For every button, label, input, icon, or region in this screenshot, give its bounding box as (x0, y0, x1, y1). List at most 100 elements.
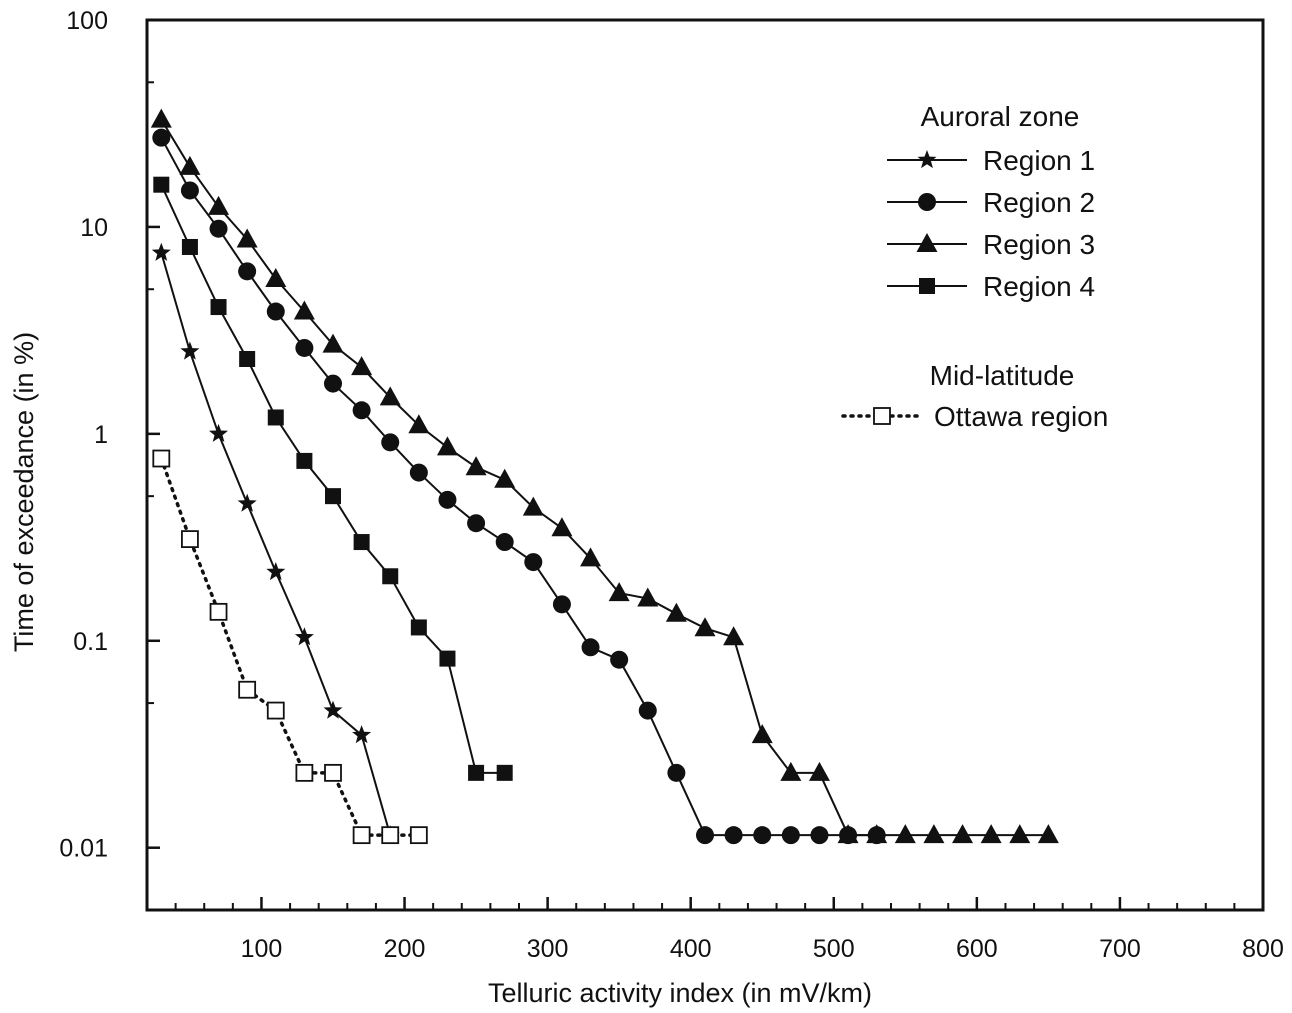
data-point-region-3 (494, 468, 516, 488)
y-tick-label: 0.01 (59, 835, 108, 863)
series-region-4 (153, 176, 513, 781)
series-region-3 (150, 108, 1059, 844)
data-point-region-1 (352, 725, 372, 744)
data-point-ottawa-region (238, 680, 257, 699)
data-point-region-2 (238, 262, 257, 281)
data-point-region-2 (381, 433, 400, 452)
data-point-region-3 (236, 228, 258, 248)
legend: Auroral zone Region 1 Region 2 Region 3 Regi… (841, 101, 1108, 432)
data-point-region-4 (353, 534, 370, 551)
series-region-1 (151, 242, 400, 844)
data-point-region-2 (180, 181, 199, 200)
x-tick-label: 100 (241, 935, 283, 963)
data-point-region-2 (467, 514, 486, 533)
x-tick-label: 500 (813, 935, 855, 963)
data-point-region-2 (524, 553, 543, 572)
series-layer (150, 108, 1059, 845)
data-point-region-3 (608, 582, 630, 602)
data-point-region-2 (581, 638, 600, 657)
data-point-region-4 (468, 764, 485, 781)
data-point-ottawa-region (381, 826, 400, 845)
data-point-region-3 (293, 300, 315, 320)
legend-heading: Mid-latitude (930, 360, 1075, 391)
data-point-region-4 (496, 764, 513, 781)
x-tick-label: 800 (1242, 935, 1284, 963)
plot-frame (145, 18, 1265, 912)
legend-entry-label: Region 3 (983, 229, 1095, 260)
data-point-region-2 (266, 302, 285, 321)
data-point-region-1 (237, 493, 257, 512)
data-point-region-1 (323, 700, 343, 719)
data-point-region-3 (665, 602, 687, 622)
data-point-ottawa-region (295, 763, 314, 782)
data-point-region-2 (810, 826, 829, 845)
legend-heading: Auroral zone (921, 101, 1080, 132)
data-point-region-2 (352, 401, 371, 420)
data-point-region-2 (667, 763, 686, 782)
data-point-region-2 (724, 826, 743, 845)
data-point-region-4 (239, 351, 256, 368)
data-point-region-3 (150, 108, 172, 128)
data-point-region-3 (751, 724, 773, 744)
legend-marker (873, 407, 891, 425)
data-point-region-4 (439, 650, 456, 667)
data-point-region-3 (436, 436, 458, 456)
data-point-region-4 (382, 568, 399, 585)
data-point-region-2 (552, 595, 571, 614)
data-point-region-4 (267, 409, 284, 426)
data-point-region-2 (638, 701, 657, 720)
legend-entry-label: Ottawa region (934, 401, 1108, 432)
data-point-region-3 (408, 414, 430, 434)
data-point-region-4 (181, 238, 198, 255)
data-point-region-3 (866, 824, 888, 844)
y-tick-label: 10 (80, 214, 108, 242)
x-tick-label: 300 (527, 935, 569, 963)
data-point-region-3 (723, 626, 745, 646)
data-point-region-3 (551, 517, 573, 537)
x-axis-label: Telluric activity index (in mV/km) (488, 978, 872, 1008)
axis-ticks: 100 200 300 400 500 600 700 800 0.01 0.1 1 10 100 (59, 7, 1284, 963)
legend-marker (917, 150, 937, 169)
x-tick-label: 400 (670, 935, 712, 963)
data-point-region-1 (151, 242, 171, 261)
data-point-region-2 (753, 826, 772, 845)
data-point-region-1 (266, 562, 286, 581)
data-point-region-2 (152, 128, 171, 147)
data-point-region-4 (410, 619, 427, 636)
y-tick-label: 100 (66, 7, 108, 35)
data-point-region-1 (294, 627, 314, 646)
data-point-region-3 (1037, 824, 1059, 844)
x-tick-label: 200 (384, 935, 426, 963)
data-point-region-4 (325, 488, 341, 505)
data-point-region-3 (923, 824, 945, 844)
data-point-ottawa-region (209, 602, 228, 621)
series-line-ottawa-region (159, 456, 421, 837)
data-point-region-3 (208, 195, 230, 215)
data-point-ottawa-region (266, 701, 285, 720)
data-point-region-3 (952, 824, 974, 844)
data-point-region-2 (295, 338, 314, 357)
legend-entry-label: Region 2 (983, 187, 1095, 218)
data-point-region-3 (322, 333, 344, 353)
data-point-region-3 (780, 761, 802, 781)
data-point-region-3 (637, 587, 659, 607)
data-point-region-2 (409, 463, 428, 482)
data-point-region-1 (180, 341, 200, 360)
data-point-region-2 (438, 490, 457, 509)
data-point-ottawa-region (152, 449, 171, 468)
legend-entry-label: Region 1 (983, 145, 1095, 176)
legend-marker (916, 233, 938, 252)
legend-marker (918, 193, 936, 211)
data-point-region-3 (379, 386, 401, 406)
series-ottawa-region (152, 449, 428, 845)
series-region-2 (152, 128, 886, 845)
data-point-region-3 (465, 456, 487, 476)
data-point-region-3 (808, 761, 830, 781)
data-point-ottawa-region (324, 763, 342, 782)
data-point-region-2 (696, 826, 714, 845)
data-point-ottawa-region (409, 826, 428, 845)
data-point-region-2 (209, 219, 228, 238)
x-tick-label: 700 (1099, 935, 1141, 963)
y-tick-label: 1 (94, 421, 108, 449)
